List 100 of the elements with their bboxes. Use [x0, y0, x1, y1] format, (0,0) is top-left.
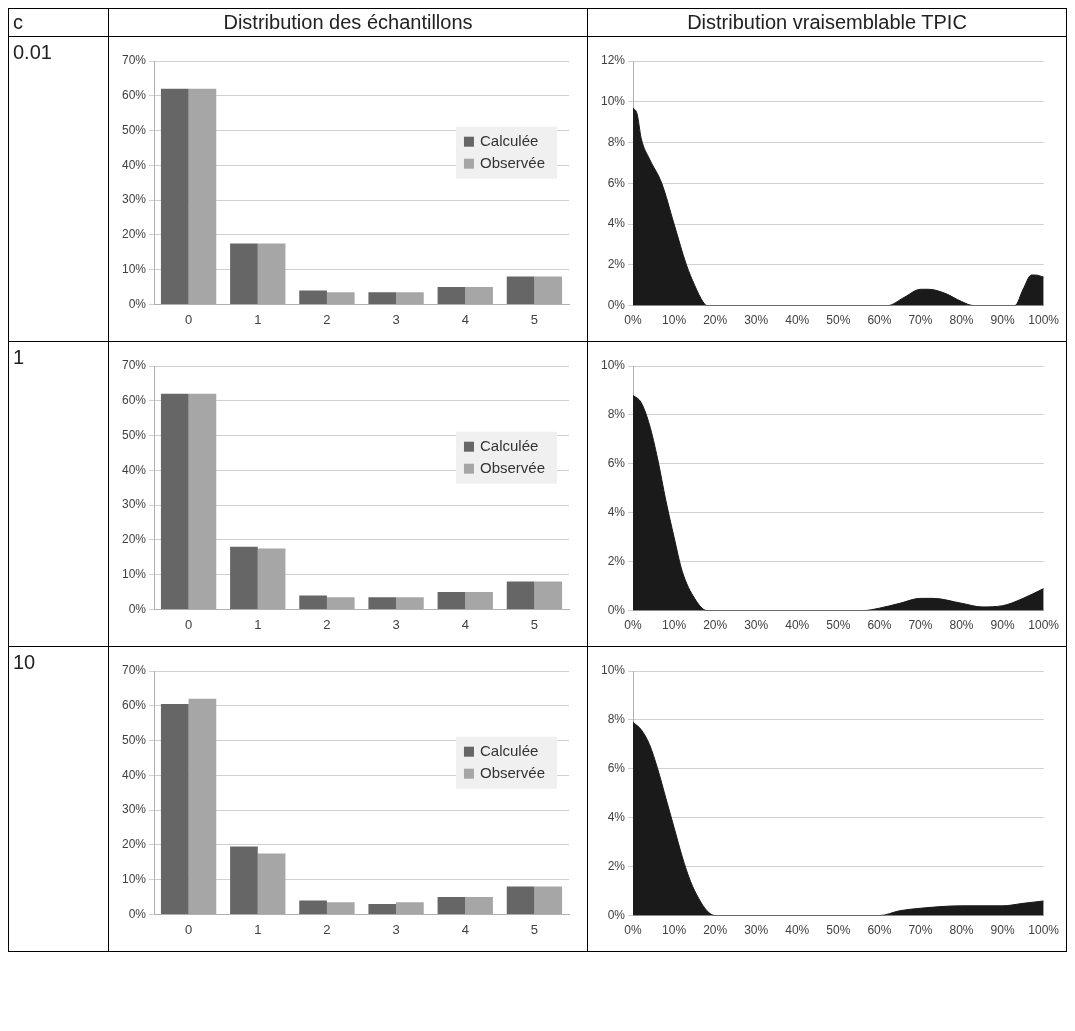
y-tick-label: 4%: [607, 810, 626, 825]
x-tick-label: 10%: [662, 923, 687, 938]
x-tick-label: 4: [461, 616, 469, 632]
x-tick-label: 10%: [662, 313, 687, 328]
y-tick-label: 10%: [600, 94, 626, 109]
x-tick-label: 10%: [662, 618, 687, 633]
y-tick-label: 0%: [607, 907, 626, 922]
x-tick-label: 40%: [785, 618, 810, 633]
bar: [160, 88, 189, 304]
x-tick-label: 20%: [703, 313, 728, 328]
x-tick-label: 4: [461, 311, 469, 327]
x-tick-label: 70%: [908, 618, 933, 633]
x-tick-label: 2: [323, 616, 331, 632]
y-tick-label: 0%: [607, 602, 626, 617]
x-tick-label: 1: [254, 311, 262, 327]
x-tick-label: 5: [530, 616, 539, 632]
y-tick-label: 40%: [121, 767, 147, 782]
x-tick-label: 0%: [624, 618, 643, 633]
x-tick-label: 30%: [744, 313, 769, 328]
y-tick-label: 20%: [121, 227, 147, 242]
x-tick-label: 50%: [826, 618, 851, 633]
bar: [299, 290, 327, 304]
y-tick-label: 30%: [121, 192, 147, 207]
x-tick-label: 3: [392, 311, 400, 327]
text: 10: [8, 646, 109, 952]
x-tick-label: 4: [461, 921, 469, 937]
x-tick-label: 60%: [867, 618, 892, 633]
bar: [230, 846, 258, 914]
x-tick-label: 40%: [785, 313, 810, 328]
x-tick-label: 1: [254, 616, 262, 632]
bar: [437, 592, 466, 609]
x-tick-label: 3: [392, 921, 400, 937]
y-tick-label: 6%: [607, 175, 626, 190]
chart-title: Distribution vraisemblable TPIC: [587, 8, 1067, 37]
x-tick-label: 100%: [1028, 313, 1060, 328]
y-tick-label: 10%: [121, 566, 147, 581]
bar: [368, 292, 397, 304]
y-tick-label: 60%: [121, 393, 147, 408]
text: c: [8, 8, 109, 37]
y-tick-label: 0%: [128, 296, 147, 311]
y-tick-label: 10%: [121, 261, 147, 276]
y-tick-label: 6%: [607, 456, 626, 471]
x-tick-label: 100%: [1028, 923, 1060, 938]
legend-label: Calculée: [479, 131, 539, 149]
x-tick-label: 2: [323, 921, 331, 937]
legend-label: Observée: [479, 458, 546, 476]
x-tick-label: 60%: [867, 313, 892, 328]
bar: [230, 546, 258, 609]
legend-label: Observée: [479, 763, 546, 781]
x-tick-label: 30%: [744, 923, 769, 938]
y-tick-label: 0%: [607, 297, 626, 312]
bar: [506, 581, 535, 609]
x-tick-label: 2: [323, 311, 331, 327]
y-tick-label: 60%: [121, 698, 147, 713]
bar: [299, 900, 327, 914]
x-tick-label: 20%: [703, 618, 728, 633]
x-tick-label: 70%: [908, 923, 933, 938]
x-tick-label: 50%: [826, 923, 851, 938]
y-tick-label: 60%: [121, 88, 147, 103]
x-tick-label: 100%: [1028, 618, 1060, 633]
x-tick-label: 0%: [624, 313, 643, 328]
y-tick-label: 20%: [121, 532, 147, 547]
y-tick-label: 8%: [607, 407, 626, 422]
y-tick-label: 30%: [121, 497, 147, 512]
x-tick-label: 0: [184, 616, 193, 632]
x-tick-label: 5: [530, 311, 539, 327]
chart-title: Distribution des échantillons: [108, 8, 588, 37]
y-tick-label: 50%: [121, 427, 147, 442]
x-tick-label: 0: [184, 921, 193, 937]
y-tick-label: 20%: [121, 837, 147, 852]
x-tick-label: 90%: [990, 618, 1015, 633]
bar: [160, 393, 189, 609]
legend-label: Observée: [479, 153, 546, 171]
text: 0.01: [8, 36, 109, 342]
bar: [160, 704, 189, 914]
x-tick-label: 0: [184, 311, 193, 327]
y-tick-label: 10%: [121, 871, 147, 886]
y-tick-label: 6%: [607, 761, 626, 776]
x-tick-label: 0%: [624, 923, 643, 938]
y-tick-label: 2%: [607, 858, 626, 873]
y-tick-label: 70%: [121, 53, 147, 68]
y-tick-label: 4%: [607, 505, 626, 520]
legend-label: Calculée: [479, 741, 539, 759]
y-tick-label: 40%: [121, 157, 147, 172]
x-tick-label: 1: [254, 921, 262, 937]
y-tick-label: 8%: [607, 134, 626, 149]
bar: [506, 276, 535, 304]
y-tick-label: 8%: [607, 712, 626, 727]
legend-label: Calculée: [479, 436, 539, 454]
y-tick-label: 50%: [121, 732, 147, 747]
x-tick-label: 20%: [703, 923, 728, 938]
y-tick-label: 0%: [128, 601, 147, 616]
y-tick-label: 0%: [128, 906, 147, 921]
x-tick-label: 70%: [908, 313, 933, 328]
x-tick-label: 5: [530, 921, 539, 937]
bar: [299, 595, 327, 609]
y-tick-label: 10%: [600, 358, 626, 373]
bar: [368, 903, 397, 914]
x-tick-label: 50%: [826, 313, 851, 328]
y-tick-label: 12%: [600, 53, 626, 68]
